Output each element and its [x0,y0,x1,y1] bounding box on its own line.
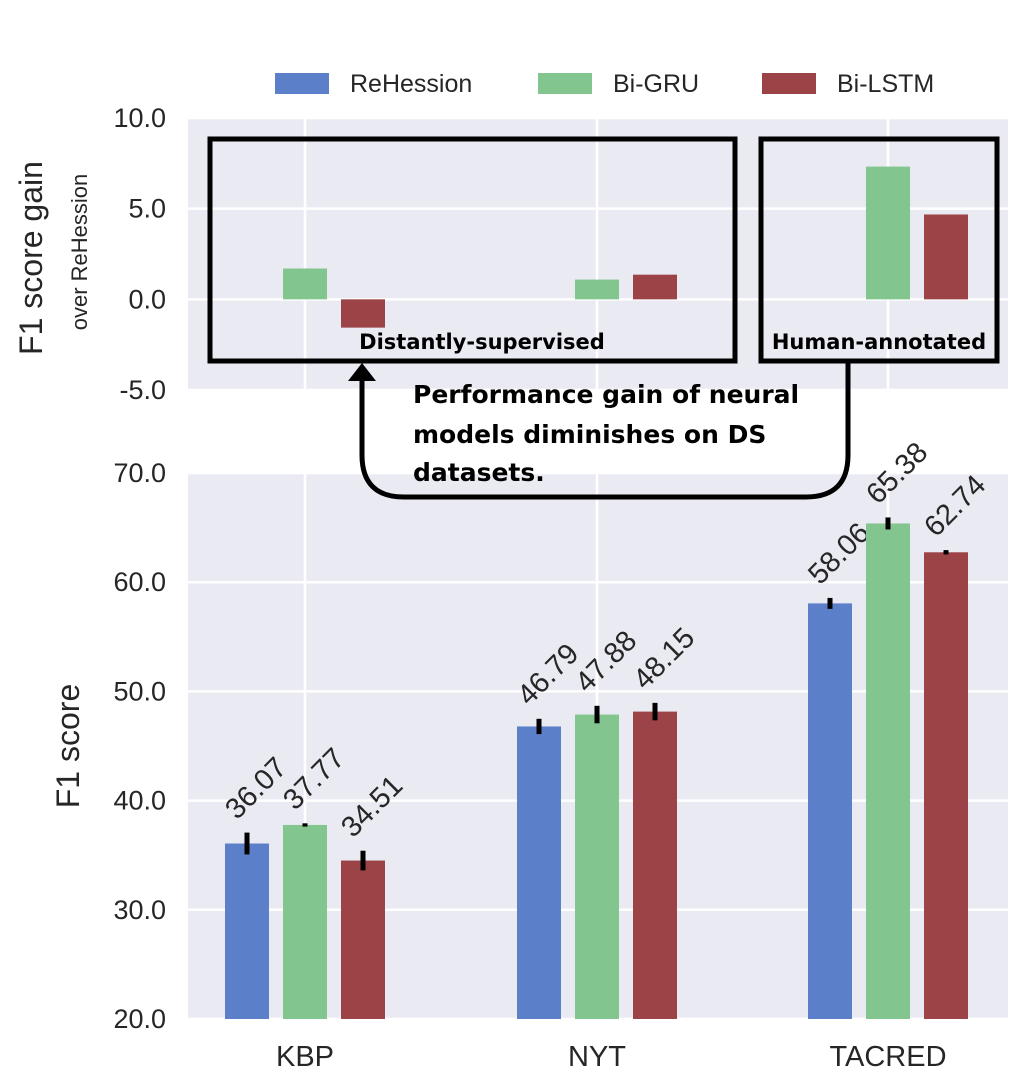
bar-bi-lstm-nyt [633,274,677,300]
score-x-ticks: KBP NYT TACRED [276,1041,947,1073]
annotation-line-2: models diminishes on DS [413,420,766,449]
annotation-line-3: datasets. [413,458,545,487]
gain-arrow-path [359,363,851,500]
human-annotated-label: Human-annotated [772,330,986,354]
bar-bi-gru-kbp [283,824,327,1019]
y-tick-label: 0.0 [128,284,166,314]
score-y-label: F1 score [50,684,86,808]
bar-bi-gru-tacred [866,523,910,1019]
legend-label-rehession: ReHession [350,70,472,98]
score-y-ticks: 70.0 60.0 50.0 40.0 30.0 20.0 [113,458,166,1034]
bar-bi-lstm-tacred [924,552,968,1019]
bar-rehession-kbp [225,843,269,1019]
x-tick-label-tacred: TACRED [829,1041,946,1073]
gain-bars [283,166,968,328]
y-tick-label: 5.0 [128,194,166,224]
bar-bi-gru-kbp [283,268,327,300]
y-tick-label: 50.0 [113,676,166,706]
legend-label-bi-lstm: Bi-LSTM [837,70,934,98]
legend-swatch-rehession [275,73,329,94]
score-panel: 70.060.050.040.030.020.0 36.0746.7958.06… [50,436,1008,1073]
bar-bi-gru-nyt [575,714,619,1019]
distantly-supervised-box [207,136,738,364]
y-tick-label: 20.0 [113,1004,166,1034]
bar-bi-gru-nyt [575,279,619,300]
gain-arrow-head [348,363,376,381]
bar-bi-lstm-kbp [341,860,385,1019]
bar-rehession-nyt [517,726,561,1019]
legend-label-bi-gru: Bi-GRU [613,70,699,98]
bar-bi-gru-tacred [866,166,910,300]
gain-y-sublabel: over ReHession [67,174,92,331]
x-tick-label-nyt: NYT [568,1041,626,1073]
gain-gridlines [188,116,1008,392]
y-tick-label: 30.0 [113,895,166,925]
y-tick-label: 60.0 [113,567,166,597]
annotation-line-1: Performance gain of neural [413,380,799,409]
gain-y-label: F1 score gain [13,161,49,355]
legend: ReHession Bi-GRU Bi-LSTM [275,70,934,98]
human-annotated-box [758,136,1000,364]
distantly-supervised-label: Distantly-supervised [359,330,605,354]
legend-swatch-bi-gru [538,73,592,94]
legend-swatch-bi-lstm [762,73,816,94]
bar-bi-lstm-kbp [341,299,385,328]
gain-panel: 10.0 5.0 0.0 -5.0 F1 score gain over ReHess… [13,103,1008,405]
y-tick-label: 70.0 [113,458,166,488]
bar-bi-lstm-tacred [924,214,968,300]
bar-bi-lstm-nyt [633,711,677,1019]
y-tick-label: 40.0 [113,786,166,816]
gain-y-ticks: 10.0 5.0 0.0 -5.0 [113,103,166,405]
x-tick-label-kbp: KBP [276,1041,334,1073]
y-tick-label: 10.0 [113,103,166,133]
bar-rehession-tacred [808,603,852,1019]
y-tick-label: -5.0 [119,375,166,405]
